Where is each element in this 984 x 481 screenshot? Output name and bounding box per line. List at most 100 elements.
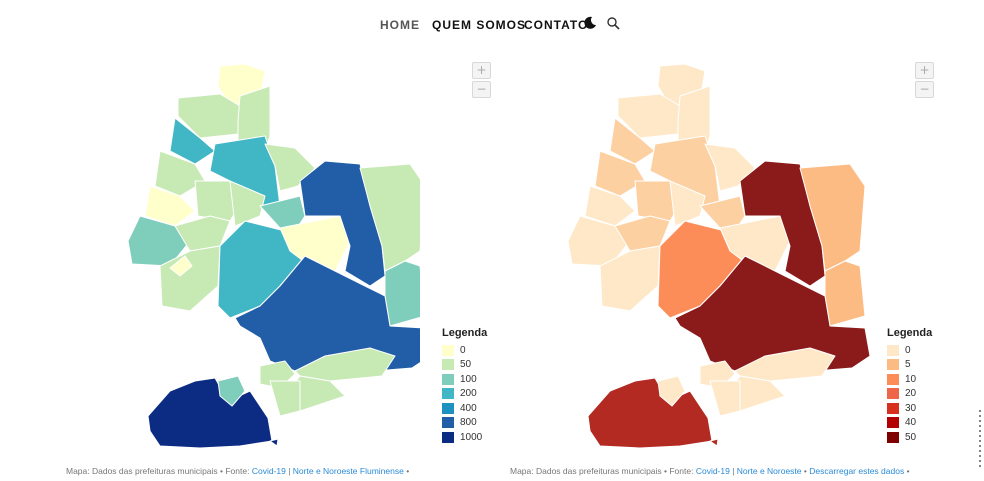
region	[159, 245, 221, 312]
legend-item: 40	[887, 416, 932, 431]
legend-item: 0	[887, 343, 932, 358]
credits-text: Mapa: Dados das prefeituras municipais •…	[66, 466, 252, 476]
region	[269, 438, 279, 447]
legend-swatch	[887, 344, 899, 356]
region	[709, 438, 719, 447]
legend-swatch	[887, 388, 899, 400]
credits-sep: |	[729, 466, 737, 476]
legend-item: 20	[887, 387, 932, 402]
search-icon[interactable]	[606, 16, 622, 32]
region	[147, 377, 273, 449]
legend-swatch	[442, 417, 454, 429]
legend-item: 0	[442, 343, 487, 358]
legend-swatch	[442, 402, 454, 414]
credits-link-region[interactable]: Norte e Noroeste Fluminense	[292, 466, 404, 476]
legend-label: 0	[460, 344, 466, 356]
region	[734, 347, 836, 382]
choropleth-map-deaths[interactable]	[560, 56, 880, 456]
legend-label: 10	[905, 373, 917, 385]
legend-swatch	[442, 344, 454, 356]
legend-title: Legenda	[887, 327, 933, 339]
legend-item: 800	[442, 416, 487, 431]
legend-swatch	[887, 431, 899, 443]
region	[584, 185, 636, 227]
region	[294, 347, 396, 382]
legend-swatch	[887, 359, 899, 371]
legend-label: 50	[460, 359, 472, 371]
legend-label: 1000	[460, 431, 483, 443]
region	[229, 180, 266, 227]
legend-item: 50	[887, 430, 932, 445]
legend-swatch	[442, 359, 454, 371]
credits-text: Mapa: Dados das prefeituras municipais •…	[510, 466, 696, 476]
legend-label: 100	[460, 373, 477, 385]
region	[614, 215, 671, 252]
credits-link-covid[interactable]: Covid-19	[251, 466, 286, 476]
legend-label: 5	[905, 359, 911, 371]
region	[154, 150, 206, 197]
region	[594, 150, 646, 197]
credits-sep: |	[285, 466, 293, 476]
legend-deaths: Legenda 0 5 10 20 30 40 50	[887, 327, 932, 445]
region	[599, 245, 661, 312]
region	[674, 255, 871, 372]
map-credits-right: Mapa: Dados das prefeituras municipais •…	[510, 466, 910, 477]
legend-swatch	[887, 417, 899, 429]
legend-item: 200	[442, 387, 487, 402]
credits-mid: •	[801, 466, 810, 476]
map-cases[interactable]: + − Legenda 0 50 100 200 400 800 1000	[120, 56, 491, 456]
zoom-out-button[interactable]: −	[472, 81, 491, 98]
nav-quem-somos[interactable]: QUEM SOMOS	[432, 18, 527, 32]
credits-link-region[interactable]: Norte e Noroeste	[736, 466, 802, 476]
legend-swatch	[887, 402, 899, 414]
legend-swatch	[442, 431, 454, 443]
legend-label: 20	[905, 388, 917, 400]
region	[217, 375, 246, 407]
moon-icon[interactable]	[583, 16, 599, 32]
zoom-in-button[interactable]: +	[472, 62, 491, 79]
region	[739, 160, 826, 287]
legend-swatch	[442, 373, 454, 385]
scroll-indicator	[979, 410, 981, 470]
legend-label: 50	[905, 431, 917, 443]
region	[669, 180, 706, 227]
region	[299, 160, 386, 287]
region	[657, 375, 686, 407]
credits-link-covid[interactable]: Covid-19	[695, 466, 730, 476]
region	[824, 260, 866, 327]
region	[169, 255, 193, 277]
legend-item: 10	[887, 372, 932, 387]
nav-home[interactable]: HOME	[380, 18, 420, 32]
legend-swatch	[887, 373, 899, 385]
legend-item: 400	[442, 401, 487, 416]
legend-cases: Legenda 0 50 100 200 400 800 1000	[442, 327, 487, 445]
legend-title: Legenda	[442, 327, 488, 339]
zoom-out-button[interactable]: −	[915, 81, 934, 98]
legend-item: 100	[442, 372, 487, 387]
legend-label: 200	[460, 388, 477, 400]
region	[174, 215, 231, 252]
region	[709, 380, 741, 417]
legend-label: 0	[905, 344, 911, 356]
region	[587, 377, 713, 449]
region	[169, 117, 216, 165]
region	[384, 260, 426, 327]
zoom-in-button[interactable]: +	[915, 62, 934, 79]
map-deaths[interactable]: + − Legenda 0 5 10 20 30 40 50	[560, 56, 940, 456]
region	[269, 380, 301, 417]
region	[609, 117, 656, 165]
legend-label: 30	[905, 402, 917, 414]
download-data-link[interactable]: Descarregar estes dados	[809, 466, 905, 476]
nav-contato[interactable]: CONTATO	[524, 18, 589, 32]
map-credits-left: Mapa: Dados das prefeituras municipais •…	[66, 466, 409, 477]
legend-item: 50	[442, 358, 487, 373]
legend-label: 400	[460, 402, 477, 414]
legend-items: 0 5 10 20 30 40 50	[887, 343, 932, 445]
legend-item: 5	[887, 358, 932, 373]
legend-items: 0 50 100 200 400 800 1000	[442, 343, 487, 445]
legend-item: 30	[887, 401, 932, 416]
choropleth-map-cases[interactable]	[120, 56, 431, 456]
region	[144, 185, 196, 227]
credits-suffix: •	[403, 466, 410, 476]
legend-item: 1000	[442, 430, 487, 445]
